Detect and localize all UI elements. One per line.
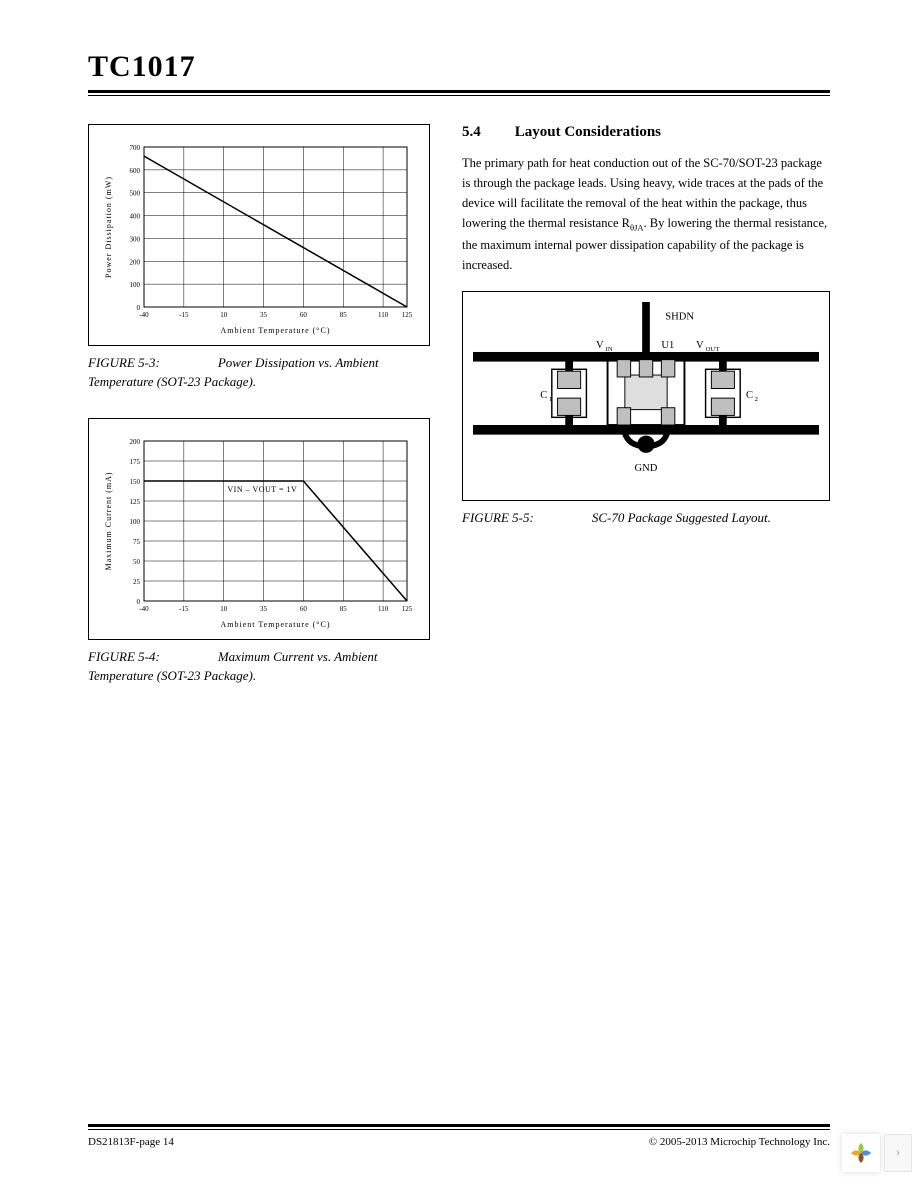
figure-5-3-caption: FIGURE 5-3:Power Dissipation vs. Ambient… bbox=[88, 354, 430, 392]
figure-5-5-text: SC-70 Package Suggested Layout. bbox=[592, 510, 771, 525]
svg-text:200: 200 bbox=[130, 258, 141, 266]
svg-text:-15: -15 bbox=[179, 605, 189, 613]
svg-text:500: 500 bbox=[130, 190, 141, 198]
svg-text:600: 600 bbox=[130, 167, 141, 175]
svg-text:300: 300 bbox=[130, 235, 141, 243]
svg-text:-15: -15 bbox=[179, 311, 189, 319]
figure-5-4-number: FIGURE 5-4: bbox=[88, 649, 218, 664]
svg-text:110: 110 bbox=[378, 605, 389, 613]
svg-text:2: 2 bbox=[755, 396, 758, 403]
viewer-logo-icon bbox=[842, 1134, 880, 1172]
figure-5-3-number: FIGURE 5-3: bbox=[88, 355, 218, 370]
footer-left: DS21813F-page 14 bbox=[88, 1136, 174, 1148]
svg-text:100: 100 bbox=[130, 281, 141, 289]
page-footer: DS21813F-page 14 © 2005-2013 Microchip T… bbox=[88, 1124, 830, 1148]
svg-text:SHDN: SHDN bbox=[665, 311, 694, 322]
svg-text:V: V bbox=[696, 340, 704, 351]
svg-text:-40: -40 bbox=[139, 311, 149, 319]
layout-svg: SHDNVINU1VOUTC1C2GND bbox=[473, 302, 819, 485]
svg-text:GND: GND bbox=[635, 463, 658, 474]
svg-text:Ambient Temperature (°C): Ambient Temperature (°C) bbox=[220, 326, 330, 335]
figure-5-5-diagram: SHDNVINU1VOUTC1C2GND bbox=[462, 291, 830, 501]
viewer-corner-widget: › bbox=[842, 1134, 912, 1172]
svg-text:125: 125 bbox=[402, 605, 413, 613]
chart-svg-54: 0255075100125150175200-40-15103560851101… bbox=[99, 431, 419, 631]
svg-text:200: 200 bbox=[130, 438, 141, 446]
svg-text:35: 35 bbox=[260, 605, 268, 613]
svg-text:125: 125 bbox=[130, 498, 141, 506]
svg-text:10: 10 bbox=[220, 311, 228, 319]
svg-text:1: 1 bbox=[549, 396, 552, 403]
svg-text:Maximum Current (mA): Maximum Current (mA) bbox=[104, 471, 113, 570]
svg-text:35: 35 bbox=[260, 311, 268, 319]
figure-5-5-number: FIGURE 5-5: bbox=[462, 510, 592, 525]
svg-text:C: C bbox=[746, 390, 753, 401]
svg-text:125: 125 bbox=[402, 311, 413, 319]
svg-text:25: 25 bbox=[133, 578, 141, 586]
section-body: The primary path for heat conduction out… bbox=[462, 153, 830, 275]
svg-text:-40: -40 bbox=[139, 605, 149, 613]
section-number: 5.4 bbox=[462, 124, 481, 141]
svg-text:60: 60 bbox=[300, 311, 308, 319]
svg-text:400: 400 bbox=[130, 213, 141, 221]
svg-text:110: 110 bbox=[378, 311, 389, 319]
svg-text:150: 150 bbox=[130, 478, 141, 486]
section-title: Layout Considerations bbox=[515, 124, 661, 141]
svg-text:Ambient Temperature (°C): Ambient Temperature (°C) bbox=[220, 620, 330, 629]
svg-text:50: 50 bbox=[133, 558, 141, 566]
svg-text:85: 85 bbox=[340, 311, 348, 319]
svg-text:Power Dissipation (mW): Power Dissipation (mW) bbox=[104, 176, 113, 278]
svg-text:U1: U1 bbox=[661, 340, 674, 351]
svg-text:60: 60 bbox=[300, 605, 308, 613]
svg-text:85: 85 bbox=[340, 605, 348, 613]
header-rule bbox=[88, 90, 830, 96]
svg-text:IN: IN bbox=[606, 346, 613, 353]
svg-text:C: C bbox=[540, 390, 547, 401]
page-title: TC1017 bbox=[88, 50, 830, 84]
figure-5-4-chart: 0255075100125150175200-40-15103560851101… bbox=[88, 418, 430, 640]
svg-text:700: 700 bbox=[130, 144, 141, 152]
svg-text:175: 175 bbox=[130, 458, 141, 466]
figure-5-4-caption: FIGURE 5-4:Maximum Current vs. Ambient T… bbox=[88, 648, 430, 686]
chart-svg-53: 0100200300400500600700-40-15103560851101… bbox=[99, 137, 419, 337]
svg-text:10: 10 bbox=[220, 605, 228, 613]
figure-5-5-caption: FIGURE 5-5:SC-70 Package Suggested Layou… bbox=[462, 509, 830, 528]
figure-5-3-chart: 0100200300400500600700-40-15103560851101… bbox=[88, 124, 430, 346]
chevron-right-icon: › bbox=[896, 1145, 901, 1161]
viewer-next-button[interactable]: › bbox=[884, 1134, 912, 1172]
footer-rule bbox=[88, 1124, 830, 1130]
svg-text:100: 100 bbox=[130, 518, 141, 526]
section-heading: 5.4 Layout Considerations bbox=[462, 124, 830, 141]
svg-text:75: 75 bbox=[133, 538, 141, 546]
svg-text:V: V bbox=[596, 340, 604, 351]
body-sub: θJA bbox=[630, 223, 644, 233]
svg-text:OUT: OUT bbox=[706, 346, 720, 353]
footer-right: © 2005-2013 Microchip Technology Inc. bbox=[649, 1136, 830, 1148]
svg-text:VIN – VOUT = 1V: VIN – VOUT = 1V bbox=[227, 485, 297, 494]
